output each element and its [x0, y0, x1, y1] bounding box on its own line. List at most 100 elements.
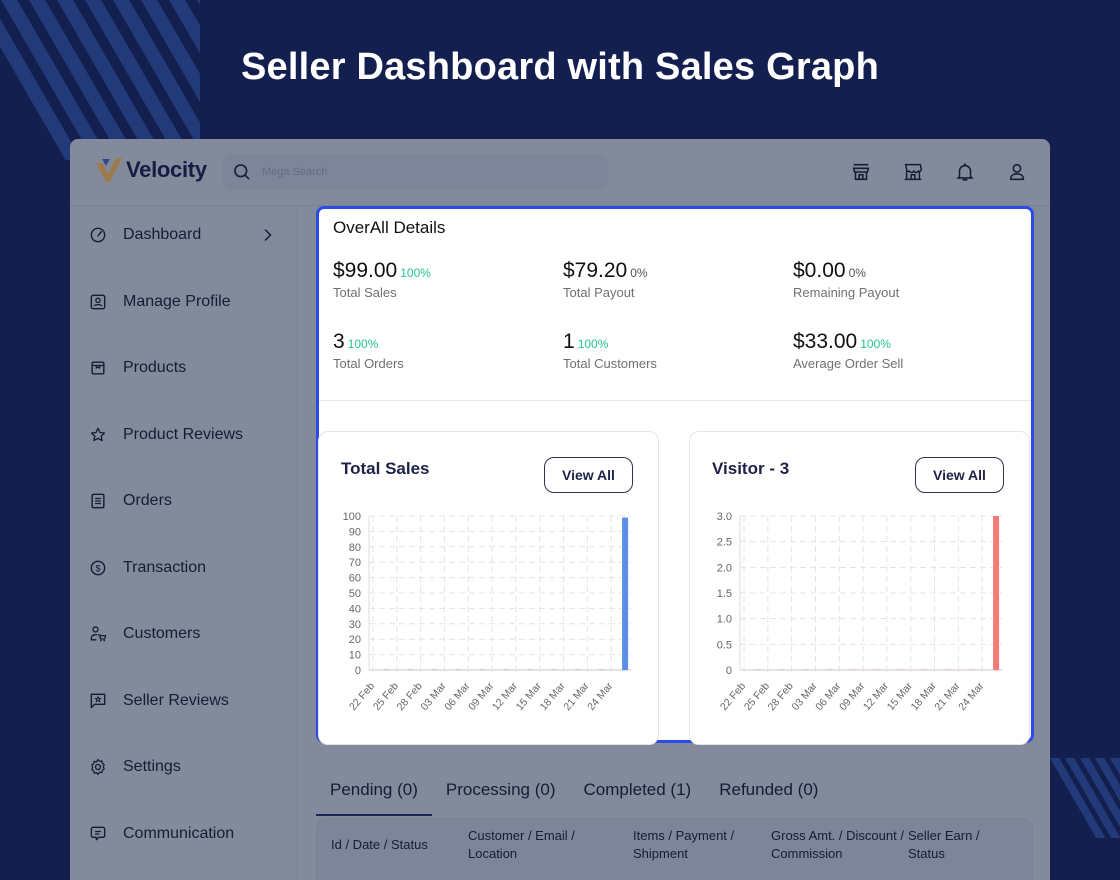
- sidebar-item-product-reviews[interactable]: Product Reviews: [88, 420, 278, 450]
- sidebar-item-label: Transaction: [123, 559, 206, 576]
- stat-label: Total Payout: [563, 285, 635, 300]
- list-doc-icon: [91, 493, 105, 509]
- y-tick-label: 2.5: [717, 537, 732, 549]
- stat-percent: 100%: [400, 266, 431, 280]
- sidebar-item-label: Dashboard: [123, 226, 202, 243]
- bar: [802, 669, 809, 670]
- sidebar-item-label: Products: [123, 359, 187, 376]
- x-tick-label: 24 Mar: [956, 680, 987, 713]
- sidebar-item-customers[interactable]: Customers: [88, 619, 278, 649]
- bar: [383, 669, 390, 670]
- y-tick-label: 70: [349, 557, 361, 569]
- stat-label: Remaining Payout: [793, 285, 900, 300]
- gear-icon: [91, 758, 105, 776]
- column-header: Id / Date / Status: [331, 837, 428, 852]
- decorative-stripes-bottom-right: [1050, 758, 1120, 838]
- bar: [598, 669, 605, 670]
- chat-icon: [90, 826, 106, 841]
- view-all-sales-button[interactable]: View All: [544, 457, 633, 493]
- sidebar-item-label: Product Reviews: [123, 426, 244, 443]
- card-title: Total Sales: [341, 459, 430, 478]
- stat-percent: 100%: [577, 337, 609, 351]
- stat-remaining-payout: $0.00 0% Remaining Payout: [793, 259, 899, 300]
- bar: [850, 669, 857, 670]
- logo[interactable]: Velocity: [96, 157, 207, 183]
- bar: [826, 669, 833, 670]
- y-tick-label: 1.0: [717, 614, 732, 626]
- bar: [550, 669, 557, 670]
- review-bubble-icon: [90, 693, 106, 709]
- search-placeholder: Mega Search: [262, 166, 328, 178]
- stat-average-order-sell: $33.00 100% Average Order Sell: [793, 330, 903, 371]
- dollar-circle-icon: $: [90, 560, 106, 576]
- stat-percent: 100%: [860, 337, 891, 351]
- stat-percent: 100%: [347, 337, 379, 351]
- search-input[interactable]: Mega Search: [223, 153, 608, 191]
- tab-completed[interactable]: Completed (1): [583, 780, 692, 799]
- stat-value: 1: [563, 330, 575, 353]
- y-tick-label: 60: [349, 573, 361, 585]
- bar: [407, 669, 414, 670]
- banner-title: Seller Dashboard with Sales Graph: [240, 46, 880, 88]
- sidebar-item-label: Communication: [123, 825, 235, 842]
- sidebar-item-orders[interactable]: Orders: [88, 486, 278, 516]
- bar: [503, 669, 509, 670]
- sidebar-item-settings[interactable]: Settings: [88, 752, 278, 782]
- stat-total-sales: $99.00 100% Total Sales: [333, 259, 431, 300]
- shop-icon[interactable]: [902, 161, 924, 183]
- stat-value: 3: [333, 330, 345, 353]
- sidebar-item-dashboard[interactable]: Dashboard: [88, 220, 278, 250]
- bar: [778, 669, 785, 670]
- sidebar-item-products[interactable]: Products: [88, 353, 278, 383]
- top-bar: Velocity Mega Search: [70, 139, 1050, 206]
- sidebar-item-seller-reviews[interactable]: Seller Reviews: [88, 686, 278, 716]
- stat-value: $99.00: [333, 259, 398, 282]
- bar: [921, 669, 928, 670]
- orders-table-header: Id / Date / Status Customer / Email / Lo…: [316, 818, 1033, 880]
- sidebar-item-communication[interactable]: Communication: [88, 819, 278, 849]
- stat-label: Average Order Sell: [793, 356, 904, 371]
- y-tick-label: 50: [349, 588, 361, 600]
- sidebar-item-label: Customers: [123, 625, 201, 642]
- bar: [969, 669, 976, 670]
- column-header: Items / Payment / Shipment: [633, 828, 735, 861]
- star-icon: [90, 427, 106, 442]
- tab-refunded[interactable]: Refunded (0): [719, 780, 819, 799]
- bar: [874, 669, 880, 670]
- bar: [479, 669, 486, 670]
- sidebar-item-label: Manage Profile: [123, 293, 231, 310]
- y-tick-label: 40: [349, 603, 361, 615]
- y-tick-label: 10: [349, 650, 361, 662]
- stat-percent: 0%: [630, 266, 648, 280]
- visitor-card: Visitor - 3 View All 0 0.5 1.0 1.5 2.0 2.5 3.0…: [689, 431, 1030, 745]
- overall-details-title: OverAll Details: [333, 218, 446, 237]
- overall-details-panel: OverAll Details $99.00 100% Total Sales $…: [316, 206, 1034, 745]
- sidebar-item-label: Settings: [123, 758, 181, 775]
- velocity-logo-icon: [96, 158, 122, 182]
- y-tick-label: 20: [349, 634, 361, 646]
- order-tabs: Pending (0) Processing (0) Completed (1)…: [316, 768, 832, 816]
- stat-value: $0.00: [793, 259, 846, 282]
- y-tick-label: 2.0: [717, 562, 732, 574]
- sidebar-item-manage-profile[interactable]: Manage Profile: [88, 287, 278, 317]
- x-tick-label: 24 Mar: [585, 680, 616, 713]
- bar: [526, 669, 533, 670]
- view-all-visitors-button[interactable]: View All: [915, 457, 1004, 493]
- y-tick-label: 0: [726, 665, 732, 677]
- tab-processing[interactable]: Processing (0): [445, 780, 556, 799]
- tab-pending[interactable]: Pending (0): [316, 768, 432, 816]
- bar: [574, 669, 581, 670]
- column-header: Gross Amt. / Discount / Commission: [771, 828, 904, 861]
- bar: [897, 669, 904, 670]
- user-icon[interactable]: [1006, 161, 1028, 183]
- y-tick-label: 100: [343, 511, 361, 523]
- y-tick-label: 90: [349, 526, 361, 538]
- y-tick-label: 3.0: [717, 511, 732, 523]
- gauge-icon: [90, 227, 106, 243]
- bar: [622, 517, 629, 670]
- sidebar-item-transaction[interactable]: $ Transaction: [88, 553, 278, 583]
- bell-icon[interactable]: [954, 161, 976, 183]
- store-front-icon[interactable]: [850, 161, 872, 183]
- profile-card-icon: [90, 294, 106, 310]
